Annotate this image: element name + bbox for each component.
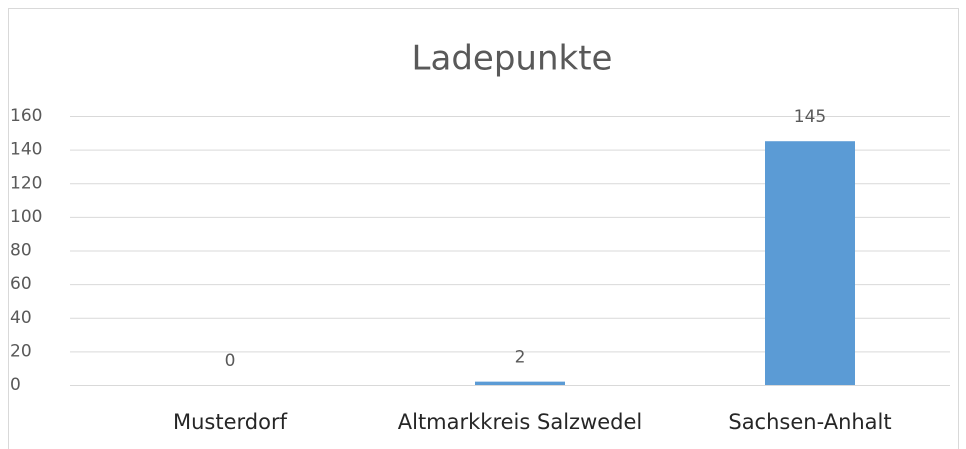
bar bbox=[765, 141, 855, 385]
x-tick-label: Altmarkkreis Salzwedel bbox=[398, 410, 643, 434]
data-label: 145 bbox=[794, 107, 826, 127]
y-tick-label: 100 bbox=[10, 207, 42, 227]
data-label: 2 bbox=[515, 348, 526, 368]
y-tick-label: 20 bbox=[10, 341, 32, 361]
y-tick-label: 120 bbox=[10, 173, 42, 193]
y-tick-label: 60 bbox=[10, 274, 32, 294]
data-label: 0 bbox=[225, 351, 236, 371]
bar bbox=[475, 381, 565, 385]
y-tick-label: 160 bbox=[10, 106, 42, 126]
x-tick-label: Sachsen-Anhalt bbox=[728, 410, 891, 434]
y-tick-label: 140 bbox=[10, 140, 42, 160]
y-tick-label: 80 bbox=[10, 241, 32, 261]
chart-title: Ladepunkte bbox=[412, 39, 613, 79]
chart-frame bbox=[8, 8, 959, 449]
x-tick-label: Musterdorf bbox=[173, 410, 288, 434]
y-tick-label: 40 bbox=[10, 308, 32, 328]
y-tick-label: 0 bbox=[10, 375, 21, 395]
